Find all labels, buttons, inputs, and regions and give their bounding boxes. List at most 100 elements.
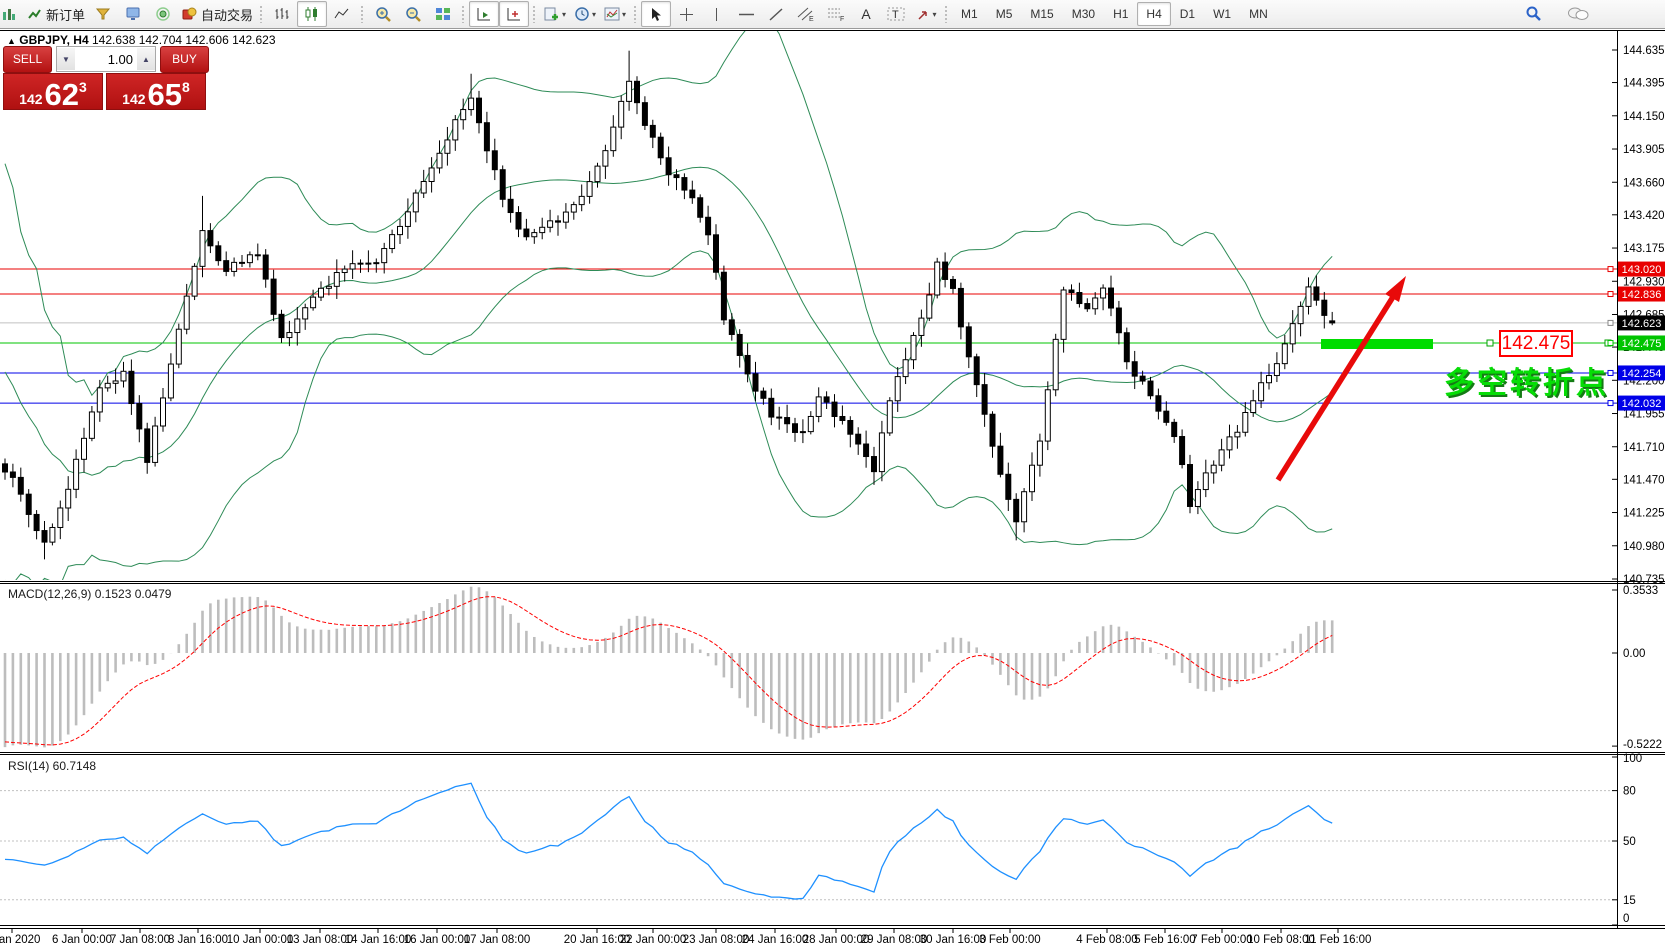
buy-button[interactable]: BUY bbox=[160, 45, 209, 73]
trendline-icon[interactable] bbox=[761, 1, 791, 27]
x-axis-label: 6 Jan 00:00 bbox=[52, 934, 112, 946]
x-axis-label: 10 Jan 00:00 bbox=[227, 934, 294, 946]
vertical-line-icon[interactable] bbox=[701, 1, 731, 27]
autoscroll-icon[interactable] bbox=[469, 1, 500, 27]
axis-line-handle[interactable] bbox=[1607, 266, 1614, 273]
candle-body bbox=[278, 313, 285, 339]
dropdown-caret: ▾ bbox=[592, 9, 597, 19]
price-target-box[interactable]: 142.475 bbox=[1499, 330, 1573, 357]
equidistant-channel-icon[interactable]: E bbox=[791, 1, 821, 27]
dropdown-caret: ▾ bbox=[562, 9, 567, 19]
timeframe-h1[interactable]: H1 bbox=[1104, 2, 1137, 26]
fibonacci-icon[interactable]: F bbox=[821, 1, 851, 27]
volume-input[interactable] bbox=[75, 48, 137, 70]
macd-axis-label: 0.00 bbox=[1623, 648, 1645, 660]
timeframe-mn[interactable]: MN bbox=[1240, 2, 1277, 26]
timeframe-h4[interactable]: H4 bbox=[1137, 2, 1171, 26]
axis-badge-label: 142.836 bbox=[1622, 289, 1662, 301]
timeframe-m1[interactable]: M1 bbox=[952, 2, 987, 26]
toolbar-handle bbox=[944, 5, 950, 23]
candle-body bbox=[1108, 287, 1114, 309]
toolbar-handle bbox=[461, 5, 467, 23]
collapse-triangle-icon[interactable]: ▲ bbox=[7, 36, 16, 46]
text-icon[interactable]: A bbox=[861, 6, 871, 22]
signal-icon[interactable] bbox=[148, 1, 178, 27]
monitor-icon[interactable] bbox=[118, 1, 148, 27]
timeframe-w1[interactable]: W1 bbox=[1204, 2, 1240, 26]
axis-line-handle[interactable] bbox=[1607, 319, 1614, 326]
chart-plus-icon[interactable] bbox=[0, 1, 24, 27]
y-axis-label: 143.660 bbox=[1623, 177, 1665, 189]
candle-body bbox=[491, 150, 498, 171]
text-label-icon[interactable]: T bbox=[881, 1, 911, 27]
line-handle[interactable] bbox=[1486, 339, 1494, 347]
candle-body bbox=[1321, 299, 1328, 316]
line-chart-icon[interactable] bbox=[327, 1, 357, 27]
timeframe-m15[interactable]: M15 bbox=[1021, 2, 1062, 26]
candlestick-icon[interactable] bbox=[297, 1, 328, 27]
buy-price-sup: 8 bbox=[182, 79, 190, 95]
axis-badge-label: 142.254 bbox=[1622, 368, 1662, 380]
candle-body bbox=[902, 359, 909, 378]
trend-arrow-head[interactable] bbox=[1385, 276, 1406, 302]
volume-decrease-button[interactable]: ▼ bbox=[57, 48, 75, 70]
bar-chart-icon[interactable] bbox=[267, 1, 297, 27]
candle-body bbox=[286, 332, 293, 339]
zoom-out-icon[interactable] bbox=[398, 1, 428, 27]
candle-body bbox=[215, 245, 222, 262]
x-axis-label: 7 Jan 08:00 bbox=[110, 934, 170, 946]
candle-body bbox=[499, 169, 506, 200]
y-axis-label: 144.635 bbox=[1623, 45, 1665, 57]
chart-shift-icon[interactable] bbox=[499, 1, 530, 27]
new-order-icon bbox=[28, 8, 41, 19]
y-axis-label: 143.420 bbox=[1623, 210, 1665, 222]
sell-price-tile[interactable]: 142 62 3 bbox=[3, 73, 103, 110]
axis-line-handle[interactable] bbox=[1607, 369, 1614, 376]
candle-body bbox=[570, 204, 577, 213]
candle-body bbox=[531, 232, 538, 238]
zoom-in-icon[interactable] bbox=[368, 1, 398, 27]
candle-body bbox=[112, 380, 119, 384]
candle-body bbox=[720, 271, 727, 321]
arrows-icon[interactable]: ▾ bbox=[911, 1, 941, 27]
candle-body bbox=[1234, 431, 1241, 438]
volume-increase-button[interactable]: ▲ bbox=[137, 48, 155, 70]
candle-body bbox=[460, 109, 467, 121]
turning-point-annotation[interactable]: 多空转折点 bbox=[1444, 367, 1609, 400]
timeframe-m5[interactable]: M5 bbox=[987, 2, 1022, 26]
cursor-icon[interactable] bbox=[641, 1, 672, 27]
buy-price-tile[interactable]: 142 65 8 bbox=[106, 73, 206, 110]
candle-body bbox=[160, 397, 166, 427]
candle-body bbox=[957, 287, 964, 328]
y-axis-label: 141.710 bbox=[1623, 442, 1665, 454]
candle-body bbox=[81, 437, 87, 460]
axis-line-handle[interactable] bbox=[1607, 400, 1614, 407]
chat-icon[interactable] bbox=[1563, 1, 1593, 27]
candle-body bbox=[357, 262, 364, 265]
funnel-icon[interactable] bbox=[88, 1, 118, 27]
periods-clock-icon[interactable]: ▾ bbox=[570, 1, 600, 27]
tile-windows-icon[interactable] bbox=[428, 1, 458, 27]
trend-arrow-shaft[interactable] bbox=[1275, 287, 1401, 482]
horizontal-line-icon[interactable] bbox=[731, 1, 761, 27]
timeframe-d1[interactable]: D1 bbox=[1171, 2, 1204, 26]
timeframe-m30[interactable]: M30 bbox=[1063, 2, 1104, 26]
macd-axis-label: -0.5222 bbox=[1623, 739, 1662, 751]
candle-body bbox=[1155, 395, 1162, 412]
candle-body bbox=[1250, 400, 1257, 414]
candle-body bbox=[104, 382, 111, 389]
candle-body bbox=[1139, 375, 1146, 382]
template-icon[interactable]: ▾ bbox=[600, 1, 630, 27]
candle-body bbox=[325, 285, 332, 289]
sell-button[interactable]: SELL bbox=[3, 45, 52, 73]
candle-body bbox=[428, 167, 435, 182]
axis-line-handle[interactable] bbox=[1607, 339, 1614, 346]
add-indicator-icon[interactable]: ▾ bbox=[540, 1, 570, 27]
search-icon[interactable] bbox=[1519, 1, 1549, 27]
crosshair-icon[interactable] bbox=[671, 1, 701, 27]
new-order-button[interactable]: 新订单 bbox=[24, 1, 88, 27]
candle-body bbox=[1266, 375, 1272, 384]
support-zone-bar[interactable] bbox=[1321, 339, 1433, 349]
autotrading-button[interactable]: 自动交易 bbox=[178, 1, 256, 27]
axis-line-handle[interactable] bbox=[1607, 291, 1614, 298]
